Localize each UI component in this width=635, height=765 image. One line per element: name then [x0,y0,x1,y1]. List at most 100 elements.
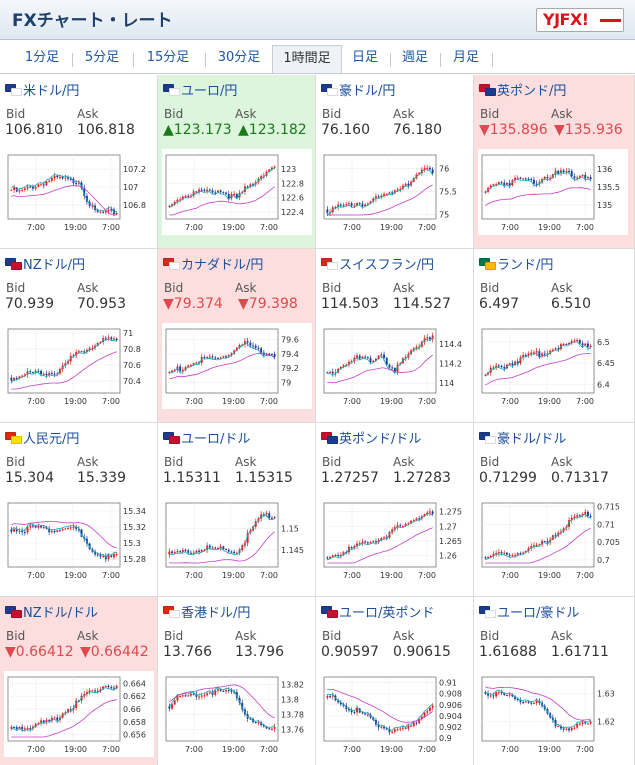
candle-body [171,704,173,709]
pair-link[interactable]: 英ポンド/円 [479,80,566,100]
chart-svg: 1.275 1.27 1.265 1.26 7:00 19:00 7:00 [323,502,462,580]
candle-body [535,351,538,353]
candle-body [18,190,21,192]
tab-1min[interactable]: 1分足 [24,50,60,65]
tab-monthly[interactable]: 月足 [452,50,479,65]
price-chart[interactable]: 6.5 6.45 6.4 7:00 19:00 7:00 [478,323,628,409]
price-chart[interactable]: 13.82 13.8 13.78 13.76 7:00 19:00 7:00 [162,671,312,757]
candle-body [492,553,495,556]
bid-price: 1.61688 [479,644,537,660]
page-header: FXチャート・レート YJFX! [0,0,635,40]
candle-body [487,556,489,559]
rate-card: 英ポンド/円 Bid Ask ▼135.896 ▼135.936 136 135.5 135 7… [474,75,635,249]
price-chart[interactable]: 1.63 1.62 7:00 19:00 7:00 [478,671,628,757]
pair-link[interactable]: 英ポンド/ドル [321,428,421,448]
pair-link[interactable]: ユーロ/豪ドル [479,602,579,622]
candle-body [426,512,429,515]
ma-long-line [485,686,591,721]
candle-body [233,551,236,554]
ask-label: Ask [77,107,99,121]
pair-link[interactable]: 米ドル/円 [5,80,79,100]
candle-body [557,348,560,350]
pair-link[interactable]: ユーロ/ドル [163,428,250,448]
tab-1hour[interactable]: 1時間足 [272,45,342,73]
price-chart[interactable]: 71 70.8 70.6 70.4 7:00 19:00 7:00 [4,323,154,409]
x-tick-label: 7:00 [27,223,45,232]
tab-underline [0,73,635,74]
x-tick-label: 7:00 [418,223,436,232]
candle-body [37,723,40,725]
candle-body [200,695,203,697]
price-chart[interactable]: 79.6 79.4 79.2 79 7:00 19:00 7:00 [162,323,312,409]
candle-body [503,552,506,554]
price-chart[interactable]: 1.275 1.27 1.265 1.26 7:00 19:00 7:00 [320,497,470,583]
price-chart[interactable]: 15.34 15.32 15.3 15.28 7:00 19:00 7:00 [4,497,154,583]
x-tick-label: 7:00 [343,745,361,754]
candle-body [21,189,24,191]
candle-body [56,530,59,532]
x-tick-label: 7:00 [418,571,436,580]
candle-body [423,514,426,517]
candle-body [581,174,584,177]
price-chart[interactable]: 0.664 0.662 0.66 0.658 0.656 7:00 19:00 7:00 [4,671,154,757]
candle-body [192,693,195,695]
candle-body [508,554,511,556]
candle-body [273,727,276,729]
candle-body [64,177,67,179]
price-chart[interactable]: 0.91 0.908 0.906 0.904 0.902 0.9 7:00 19:00 7:00 [320,671,470,757]
x-tick-label: 7:00 [418,745,436,754]
price-chart[interactable]: 76 75.5 75 7:00 19:00 7:00 [320,149,470,235]
price-chart[interactable]: 136 135.5 135 7:00 19:00 7:00 [478,149,628,235]
candle-body [96,209,99,212]
candle-body [530,546,533,549]
candle-body [364,713,367,715]
price-chart[interactable]: 123 122.8 122.6 122.4 7:00 19:00 7:00 [162,149,312,235]
pair-link[interactable]: ユーロ/円 [163,80,237,100]
x-tick-label: 7:00 [501,223,519,232]
pair-link[interactable]: カナダドル/円 [163,254,263,274]
pair-link[interactable]: 豪ドル/円 [321,80,395,100]
candle-body [34,186,37,189]
candle-body [587,723,589,725]
tab-15min[interactable]: 15分足 [146,50,190,65]
yjfx-logo[interactable]: YJFX! [536,8,624,32]
candle-body [484,374,487,376]
candle-body [331,695,334,697]
tab-5min[interactable]: 5分足 [84,50,120,65]
candle-body [551,349,554,351]
candle-body [584,174,587,179]
candle-body [570,171,573,177]
price-chart[interactable]: 0.715 0.71 0.705 0.7 7:00 19:00 7:00 [478,497,628,583]
tab-daily[interactable]: 日足 [351,50,378,65]
candle-body [418,346,421,348]
price-chart[interactable]: 1.15 1.145 7:00 19:00 7:00 [162,497,312,583]
candle-body [18,530,21,532]
ask-price: 114.527 [393,296,451,312]
pair-link[interactable]: NZドル/ドル [5,602,98,622]
tab-weekly[interactable]: 週足 [401,50,428,65]
candle-body [546,176,549,179]
price-chart[interactable]: 114.4 114.2 114 7:00 19:00 7:00 [320,323,470,409]
pair-name: NZドル/円 [23,258,86,273]
candle-body [522,355,525,358]
candle-body [200,549,203,552]
pair-link[interactable]: 豪ドル/ドル [479,428,566,448]
candle-body [273,517,276,519]
pair-link[interactable]: NZドル/円 [5,254,85,274]
price-chart[interactable]: 107.2 107 106.8 7:00 19:00 7:00 [4,149,154,235]
pair-link[interactable]: 香港ドル/円 [163,602,250,622]
ask-value: 6.510 [551,296,591,312]
x-tick-label: 19:00 [222,745,245,754]
candle-body [578,176,581,178]
candle-body [519,699,522,703]
candle-body [578,515,581,517]
pair-link[interactable]: スイスフラン/円 [321,254,434,274]
tab-30min[interactable]: 30分足 [217,50,261,65]
pair-link[interactable]: ランド/円 [479,254,553,274]
y-tick-label: 1.63 [597,690,615,699]
candle-body [589,177,592,180]
pair-link[interactable]: ユーロ/英ポンド [321,602,434,622]
pair-link[interactable]: 人民元/円 [5,428,79,448]
candle-body [173,551,176,554]
